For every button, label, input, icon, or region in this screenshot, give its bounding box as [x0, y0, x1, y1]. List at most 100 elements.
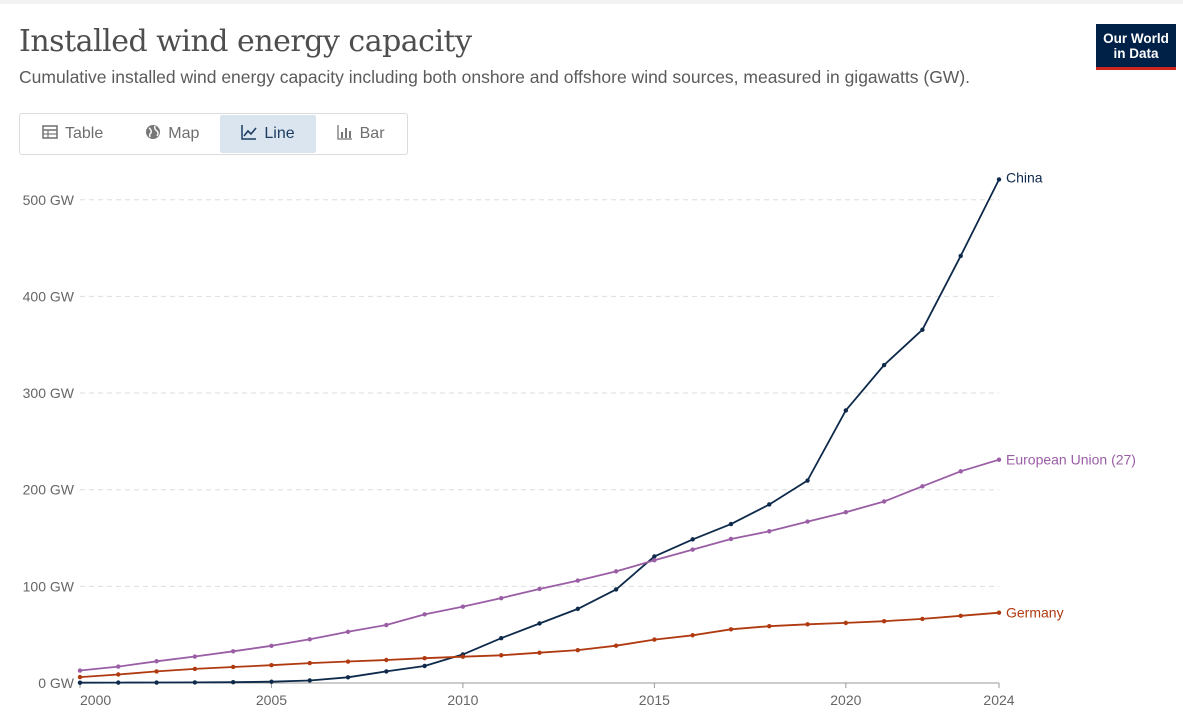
- top-rule: [0, 0, 1183, 4]
- data-point: [728, 536, 734, 542]
- data-point: [192, 666, 198, 672]
- series-label: European Union (27): [1006, 452, 1136, 468]
- y-tick-label: 0 GW: [38, 675, 75, 691]
- data-point: [958, 613, 963, 619]
- data-point: [843, 408, 849, 413]
- data-point: [805, 622, 810, 627]
- data-point: [537, 621, 542, 626]
- logo-line-2: in Data: [1113, 45, 1159, 61]
- data-point: [690, 547, 695, 552]
- data-point: [384, 622, 389, 628]
- series-european-union-27: [77, 457, 1002, 673]
- data-point: [345, 629, 351, 634]
- data-point: [652, 558, 657, 563]
- tab-bar-label: Bar: [359, 125, 385, 142]
- data-point: [345, 675, 351, 680]
- series-label: China: [1006, 169, 1043, 185]
- series-labels: China European Union (27) Germany: [1006, 169, 1136, 620]
- tab-table-label: Table: [65, 125, 104, 142]
- tab-map-label: Map: [168, 125, 200, 142]
- series-line: [79, 458, 1000, 672]
- data-point: [537, 650, 542, 655]
- data-point: [690, 537, 695, 542]
- series-germany: [77, 610, 1002, 680]
- data-point: [958, 253, 963, 259]
- series: [77, 177, 1002, 685]
- tab-map[interactable]: Map: [124, 115, 220, 153]
- data-point: [805, 519, 810, 524]
- data-point: [307, 678, 312, 683]
- x-tick-label: 2020: [830, 692, 861, 708]
- data-point: [230, 649, 236, 654]
- data-point: [116, 680, 121, 685]
- tab-line-label: Line: [264, 125, 295, 142]
- series-china: [77, 177, 1002, 685]
- view-tabs: Table Map Line Bar: [19, 113, 408, 155]
- globe-icon: [145, 124, 161, 145]
- data-point: [537, 586, 542, 592]
- data-point: [384, 669, 389, 674]
- data-point: [154, 669, 159, 674]
- y-tick-label: 500 GW: [23, 192, 75, 208]
- chart-subtitle: Cumulative installed wind energy capacit…: [19, 67, 971, 87]
- logo-line-1: Our World: [1103, 30, 1169, 46]
- data-point: [613, 587, 619, 592]
- data-point: [77, 680, 83, 685]
- y-axis: 0 GW 100 GW 200 GW 300 GW 400 GW 500 GW: [23, 192, 75, 691]
- tab-line[interactable]: Line: [220, 115, 316, 153]
- tab-table[interactable]: Table: [21, 115, 124, 153]
- data-point: [499, 653, 504, 658]
- data-point: [652, 554, 657, 559]
- data-point: [307, 660, 312, 666]
- data-point: [460, 604, 466, 609]
- y-tick-label: 200 GW: [23, 482, 75, 498]
- data-point: [805, 478, 810, 483]
- data-point: [269, 679, 274, 684]
- data-point: [958, 469, 963, 474]
- data-point: [116, 664, 121, 669]
- data-point: [767, 502, 772, 507]
- data-point: [767, 623, 772, 629]
- data-point: [575, 647, 580, 653]
- owid-logo[interactable]: Our World in Data: [1096, 24, 1176, 70]
- data-point: [843, 620, 849, 626]
- data-point: [881, 619, 887, 624]
- data-point: [192, 654, 198, 659]
- x-tick-label: 2015: [639, 692, 670, 708]
- data-point: [920, 327, 925, 332]
- series-label: Germany: [1006, 605, 1064, 621]
- x-tick-label: 2000: [80, 692, 111, 708]
- bar-chart-icon: [336, 124, 353, 145]
- data-point: [575, 606, 580, 612]
- data-point: [996, 177, 1002, 182]
- data-point: [269, 663, 274, 668]
- data-point: [499, 595, 504, 601]
- data-point: [920, 484, 925, 489]
- y-tick-label: 300 GW: [23, 385, 75, 401]
- data-point: [77, 668, 83, 673]
- data-point: [345, 659, 351, 664]
- data-point: [422, 655, 427, 661]
- data-point: [154, 680, 159, 685]
- data-point: [881, 499, 887, 504]
- gridlines: [80, 199, 999, 587]
- data-point: [269, 643, 274, 648]
- data-point: [728, 627, 734, 632]
- data-point: [996, 610, 1002, 615]
- data-point: [881, 362, 887, 368]
- data-point: [422, 612, 427, 617]
- data-point: [116, 672, 121, 677]
- data-point: [843, 510, 849, 515]
- data-point: [767, 529, 772, 534]
- data-point: [652, 637, 657, 642]
- data-point: [384, 657, 389, 663]
- tab-bar[interactable]: Bar: [316, 115, 406, 153]
- data-point: [613, 569, 619, 574]
- data-point: [575, 578, 580, 583]
- x-tick-label: 2010: [447, 692, 478, 708]
- data-point: [77, 674, 83, 680]
- x-axis: 2000 2005 2010 2015 2020 2024: [79, 682, 1015, 708]
- data-point: [230, 680, 236, 685]
- data-point: [154, 659, 159, 664]
